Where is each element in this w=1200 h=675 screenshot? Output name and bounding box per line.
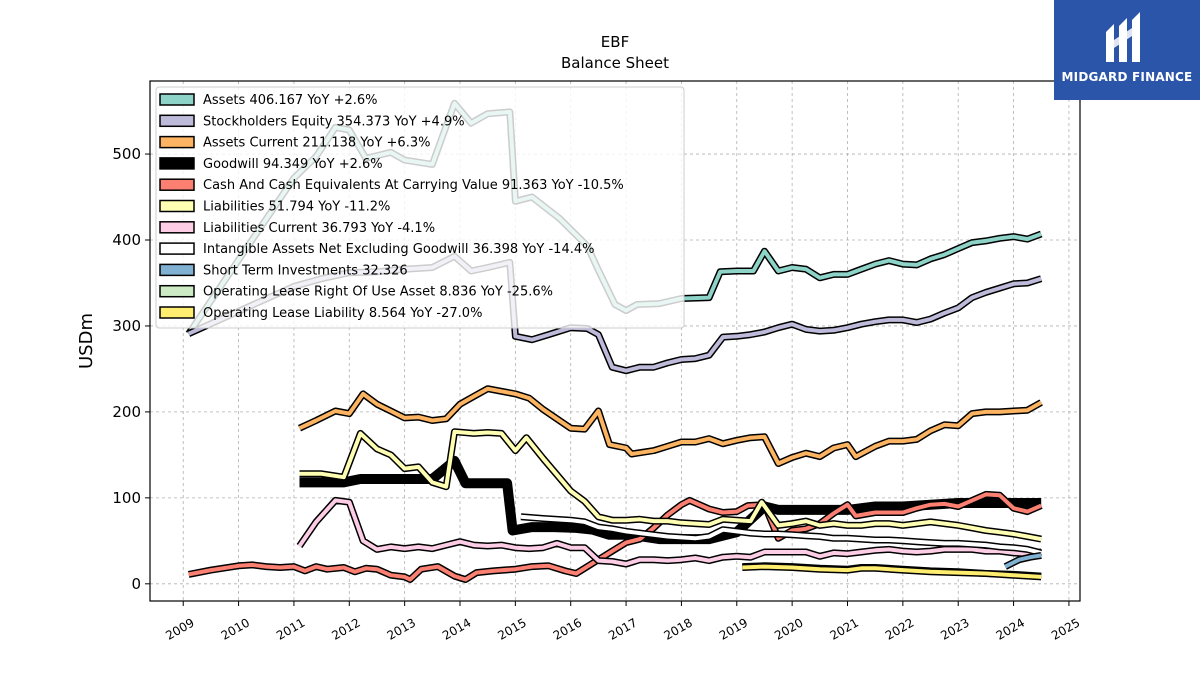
plot-frame: [149, 80, 1081, 602]
legend-label: Liabilities 51.794 YoY -11.2%: [203, 200, 390, 215]
legend-label: Liabilities Current 36.793 YoY -4.1%: [203, 221, 435, 236]
x-tick-label: 2011: [274, 615, 307, 642]
brand-name: MIDGARD FINANCE: [1061, 70, 1193, 84]
x-tick-label: 2012: [329, 615, 362, 642]
x-tick-label: 2020: [772, 615, 805, 642]
legend-label: Operating Lease Right Of Use Asset 8.836…: [203, 285, 553, 300]
series-line: [188, 492, 1042, 582]
series-line: [297, 498, 1042, 566]
series-outline: [299, 455, 1042, 545]
series-cash-and-cash-equivalents-at-carrying-value: [188, 490, 1043, 583]
legend-swatch: [159, 157, 195, 170]
y-axis-label: USDm: [76, 313, 97, 369]
legend-swatch: [159, 242, 195, 255]
x-tick-label: 2013: [385, 615, 418, 642]
legend-swatch: [159, 284, 195, 298]
legend-swatch: [159, 93, 195, 106]
legend-label: Short Term Investments 32.326: [203, 263, 408, 278]
midgard-finance-logo: MIDGARD FINANCE: [1054, 0, 1200, 100]
legend-label: Operating Lease Liability 8.564 YoY -27.…: [203, 306, 482, 321]
x-tick-label: 2025: [1049, 615, 1082, 642]
legend-label: Assets Current 211.138 YoY +6.3%: [203, 136, 430, 151]
x-tick-label: 2017: [606, 615, 639, 642]
series-line: [299, 429, 1042, 542]
y-tick-label: 200: [112, 403, 141, 421]
series-assets-current: [298, 385, 1043, 467]
legend-label: Assets 406.167 YoY +2.6%: [203, 93, 378, 108]
x-tick-label: 2021: [828, 615, 861, 642]
legend-box: [155, 86, 685, 329]
series-liabilities-current: [296, 496, 1042, 568]
legend-swatch: [159, 221, 195, 234]
series-line: [1004, 553, 1042, 569]
x-tick-label: 2010: [219, 615, 252, 642]
chart-title: EBF: [601, 33, 629, 51]
legend-label: Goodwill 94.349 YoY +2.6%: [203, 157, 383, 172]
series-operating-lease-liability: [742, 563, 1042, 581]
legend-swatch: [159, 178, 195, 191]
series-line: [520, 514, 1042, 555]
legend-swatch: [159, 263, 195, 277]
x-tick-label: 2016: [551, 615, 584, 642]
series-lines: [185, 99, 1043, 583]
y-tick-label: 500: [112, 145, 141, 163]
x-tick-label: 2024: [994, 615, 1027, 642]
midgard-logo-icon: [1106, 12, 1140, 62]
series-short-term-investments: [1003, 551, 1042, 570]
legend-label: Intangible Assets Net Excluding Goodwill…: [203, 242, 594, 257]
legend-swatch: [159, 135, 195, 149]
series-liabilities: [299, 428, 1042, 543]
x-tick-label: 2022: [883, 615, 916, 642]
series-line: [298, 386, 1043, 466]
legend-label: Cash And Cash Equivalents At Carrying Va…: [203, 178, 624, 193]
series-line: [742, 564, 1042, 579]
x-tick-label: 2023: [938, 615, 971, 642]
chart-subtitle: Balance Sheet: [561, 54, 669, 72]
x-tick-label: 2015: [495, 615, 528, 642]
x-tick-label: 2009: [163, 615, 196, 642]
x-tick-label: 2014: [440, 615, 473, 642]
legend-swatch: [159, 306, 195, 319]
legend-swatch: [159, 114, 195, 128]
y-tick-label: 400: [112, 231, 141, 249]
x-tick-label: 2019: [717, 615, 750, 642]
y-tick-label: 0: [131, 575, 141, 593]
y-tick-label: 100: [112, 489, 141, 507]
legend-swatch: [159, 199, 195, 213]
series-goodwill: [299, 455, 1042, 545]
legend-label: Stockholders Equity 354.373 YoY +4.9%: [203, 114, 465, 129]
series-outline: [298, 385, 1043, 467]
legend: Assets 406.167 YoY +2.6% Stockholders Equ…: [155, 86, 685, 329]
x-tick-label: 2018: [661, 615, 694, 642]
y-tick-label: 300: [112, 317, 141, 335]
series-intangible-assets-net-excluding-goodwill: [520, 513, 1043, 557]
